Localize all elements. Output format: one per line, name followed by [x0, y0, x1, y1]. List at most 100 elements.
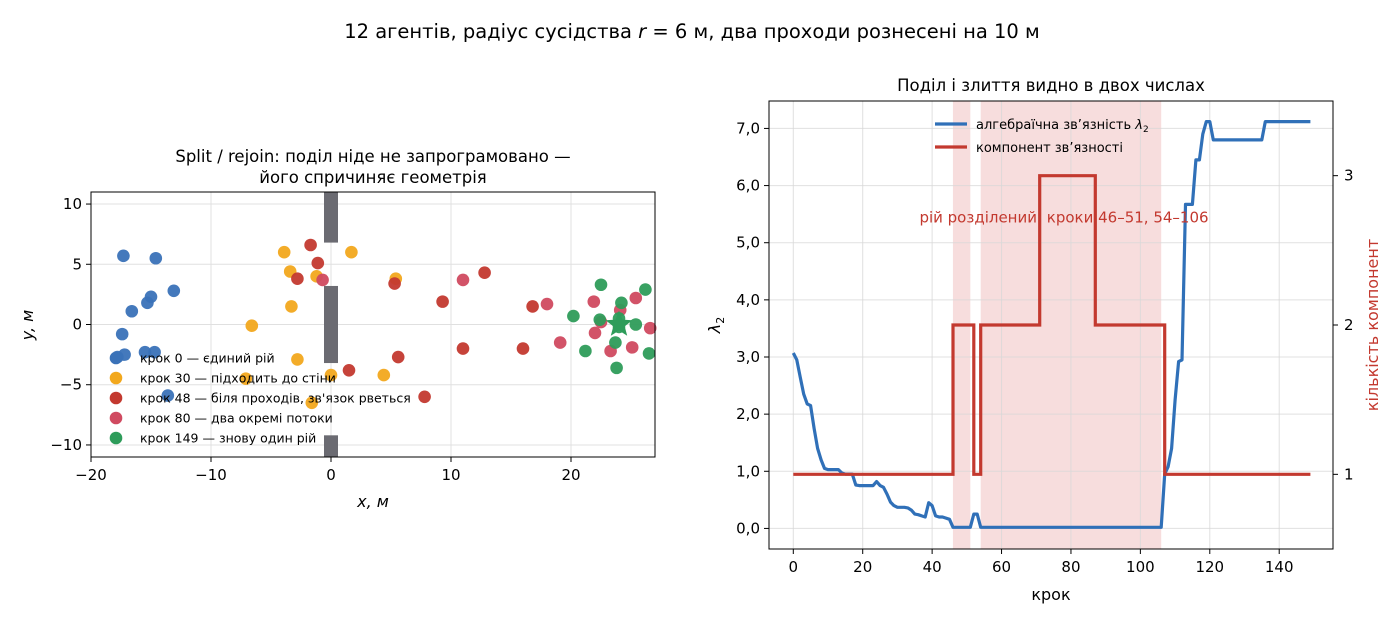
agent-point: [587, 295, 601, 308]
line-y-tick-label: 4,0: [736, 291, 760, 309]
legend-label-lambda2: алгебраїчна зв’язність λ2: [976, 118, 1149, 135]
agent-point: [615, 296, 628, 310]
agent-point: [567, 309, 580, 323]
line-y-ticks: 0,0 1,0 2,0 3,0 4,0 5,0 6,0 7,0: [736, 119, 769, 537]
agent-point: [377, 368, 391, 382]
agent-point: [593, 313, 607, 326]
agent-point: [629, 291, 643, 305]
line-y-tick-label: 0,0: [736, 519, 760, 537]
agent-point: [588, 326, 602, 340]
line-y-ticks-right: 1 2 3: [1333, 167, 1354, 483]
agent-point: [342, 363, 356, 377]
agent-point: [138, 345, 152, 359]
agent-point: [478, 266, 491, 280]
agent-point: [629, 318, 643, 331]
line-y-tick-label: 2,0: [736, 405, 760, 423]
line-x-ticks: 0 20 40 60 80 100 120 140: [789, 549, 1294, 576]
agent-point: [388, 277, 401, 290]
scatter-x-tick-label: −10: [195, 466, 227, 484]
legend-label: крок 80 — два окремі потоки: [140, 411, 333, 426]
scatter-x-tick-label: 20: [561, 466, 580, 484]
scatter-chart: Split / rejoin: поділ ніде не запрограмо…: [18, 147, 657, 511]
line-x-tick-label: 140: [1265, 558, 1294, 576]
agent-point: [161, 389, 175, 402]
scatter-x-tick-label: 10: [441, 466, 460, 484]
agent-point: [418, 390, 431, 404]
line-x-tick-label: 20: [853, 558, 872, 576]
legend-marker: [109, 411, 123, 425]
agent-point: [149, 251, 163, 265]
agent-point: [148, 345, 161, 359]
line-y-label-right: кількість компонент: [1363, 239, 1382, 411]
line-x-tick-label: 120: [1195, 558, 1224, 576]
agent-point: [291, 353, 304, 366]
agent-point: [456, 273, 470, 287]
scatter-y-label: y, м: [18, 310, 37, 341]
scatter-title-line-1: Split / rejoin: поділ ніде не запрограмо…: [175, 147, 570, 166]
scatter-title-line-2: його спричиняє геометрія: [259, 168, 486, 187]
legend-label: крок 30 — підходить до стіни: [140, 371, 336, 386]
line-y-label: λ2: [705, 317, 727, 334]
agent-point: [391, 350, 405, 364]
line-y-tick-label: 3,0: [736, 348, 760, 366]
agent-point: [436, 295, 449, 308]
legend-marker: [109, 351, 123, 365]
agent-point: [456, 342, 470, 355]
agent-point: [117, 249, 130, 263]
agent-point: [625, 341, 639, 354]
legend-marker: [109, 431, 123, 445]
line-x-tick-label: 60: [992, 558, 1011, 576]
line-series: [791, 120, 1311, 529]
scatter-y-tick-label: 0: [72, 316, 82, 334]
agent-point: [305, 396, 319, 410]
line-y-tick-label-right: 1: [1344, 465, 1354, 483]
line-grid: [769, 101, 1333, 549]
line-y-tick-label: 5,0: [736, 234, 760, 252]
line-x-tick-label: 0: [789, 558, 799, 576]
wall-segment: [324, 285, 338, 364]
legend-label: крок 0 — єдиний рій: [140, 351, 275, 366]
line-y-tick-label: 6,0: [736, 177, 760, 195]
agent-point: [642, 347, 656, 360]
line-y-tick-label: 7,0: [736, 119, 760, 137]
agent-point: [115, 327, 129, 341]
figure-title: 12 агентів, радіус сусідства r = 6 м, дв…: [344, 20, 1040, 43]
scatter-y-tick-label: −10: [50, 436, 82, 454]
line-x-tick-label: 80: [1061, 558, 1080, 576]
legend-label: крок 48 — біля проходів, зв'язок рветься: [140, 391, 411, 406]
scatter-x-label: x, м: [356, 492, 389, 511]
agent-point: [579, 344, 592, 358]
agent-point: [526, 300, 539, 313]
agent-point: [304, 238, 317, 252]
legend-marker: [109, 391, 123, 405]
split-annotation: рій розділений: кроки 46–51, 54–106: [919, 209, 1208, 227]
agent-point: [639, 283, 652, 296]
agent-point: [277, 245, 291, 259]
agent-point: [245, 319, 259, 333]
scatter-y-tick-label: −5: [60, 376, 82, 394]
agent-point: [540, 297, 554, 311]
agent-point: [167, 284, 181, 298]
line-x-tick-label: 40: [923, 558, 942, 576]
legend-label: крок 149 — знову один рій: [140, 431, 316, 446]
line-x-tick-label: 100: [1126, 558, 1155, 576]
wall-segment: [324, 192, 338, 243]
line-y-tick-label-right: 3: [1344, 167, 1354, 185]
agent-point: [324, 368, 338, 382]
agent-point: [239, 372, 253, 386]
wall-segment: [324, 435, 338, 457]
scatter-y-tick-label: 10: [63, 195, 82, 213]
line-legend: алгебраїчна зв’язність λ2 компонент зв’яз…: [935, 118, 1149, 156]
line-title: Поділ і злиття видно в двох числах: [897, 76, 1205, 95]
line-y-tick-label-right: 2: [1344, 316, 1354, 334]
agent-point: [291, 272, 304, 286]
agent-point: [125, 304, 139, 318]
line-chart: Поділ і злиття видно в двох числах рій р…: [705, 76, 1382, 604]
agent-point: [553, 336, 567, 349]
agent-point: [311, 256, 325, 270]
scatter-y-tick-label: 5: [72, 255, 82, 273]
line-y-tick-label: 1,0: [736, 462, 760, 480]
agent-point: [594, 278, 608, 292]
scatter-wall: [324, 192, 338, 457]
agent-point: [516, 342, 530, 355]
